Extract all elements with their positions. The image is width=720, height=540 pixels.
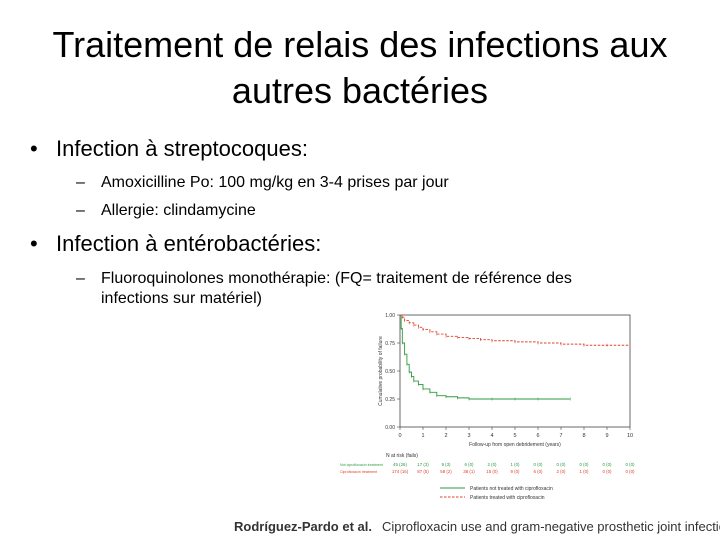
at-risk-cell: 58 (2) xyxy=(440,469,452,474)
at-risk-cell: 174 (16) xyxy=(392,469,409,474)
at-risk-cell: 0 (0) xyxy=(602,462,612,467)
x-tick-label: 10 xyxy=(627,433,633,439)
sub-bullet-text-line-1: Fluoroquinolones monothérapie: (FQ= trai… xyxy=(101,270,572,287)
x-tick-label: 2 xyxy=(444,433,447,439)
at-risk-title: N at risk (fails) xyxy=(386,453,418,459)
bullet-text: Infection à streptocoques: xyxy=(56,136,308,161)
y-tick-label: 0.25 xyxy=(385,397,395,403)
title-line-2: autres bactéries xyxy=(231,70,489,111)
sub-bullet-text-line-2: infections sur matériel) xyxy=(101,290,262,307)
at-risk-cell: 0 (0) xyxy=(602,469,612,474)
y-tick-label: 1.00 xyxy=(385,313,395,319)
y-tick-label: 0.75 xyxy=(385,341,395,347)
at-risk-cell: 2 (0) xyxy=(487,462,497,467)
x-tick-label: 3 xyxy=(467,433,470,439)
at-risk-cell: 0 (0) xyxy=(533,462,543,467)
at-risk-cell: 38 (1) xyxy=(463,469,475,474)
legend-label: Patients treated with ciprofloxacin xyxy=(470,495,545,501)
at-risk-cell: 2 (0) xyxy=(556,469,566,474)
x-tick-label: 6 xyxy=(536,433,539,439)
at-risk-cell: 1 (0) xyxy=(579,469,589,474)
x-axis-label: Follow-up from open debridement (years) xyxy=(469,442,561,448)
bullet-enterobacteria: • Infection à entérobactéries: xyxy=(30,231,321,257)
at-risk-cell: 9 (0) xyxy=(510,469,520,474)
at-risk-cell: 0 (0) xyxy=(579,462,589,467)
plot-frame xyxy=(399,314,631,428)
dash-icon: – xyxy=(76,174,85,191)
sub-bullet-text: Allergie: clindamycine xyxy=(101,202,256,219)
at-risk-cell: 0 (0) xyxy=(625,469,635,474)
at-risk-cell: 9 (3) xyxy=(441,462,451,467)
dash-icon: – xyxy=(76,270,85,287)
title-line-1: Traitement de relais des infections aux xyxy=(52,24,668,65)
at-risk-cell: 15 (0) xyxy=(486,469,498,474)
dash-icon: – xyxy=(76,202,85,219)
kaplan-meier-chart: 0.00 0.25 0.50 0.75 1.00 0 1 2 3 4 5 6 7 8 9 10 Follow-u… xyxy=(340,313,635,501)
citation-title: Ciprofloxacin use and gram-negative pros… xyxy=(381,519,720,534)
x-tick-label: 4 xyxy=(490,433,493,439)
y-tick-label: 0.50 xyxy=(385,369,395,375)
at-risk-row-label: Ciprofloxacin treatment xyxy=(340,470,377,474)
y-axis-label: Cumulative probability of failure xyxy=(378,336,384,406)
at-risk-cell: 6 (0) xyxy=(464,462,474,467)
at-risk-row-label: Not ciprofloxacin treatment xyxy=(340,463,383,467)
at-risk-cell: 0 (0) xyxy=(556,462,566,467)
legend-label: Patients not treated with ciprofloxacin xyxy=(470,486,553,492)
sub-bullet-text: Amoxicilline Po: 100 mg/kg en 3-4 prises… xyxy=(101,174,449,191)
at-risk-cell: 17 (3) xyxy=(417,462,429,467)
y-tick-label: 0.00 xyxy=(385,425,395,431)
x-tick-label: 1 xyxy=(421,433,424,439)
bullet-dot-icon: • xyxy=(30,231,38,256)
at-risk-cell: 6 (0) xyxy=(533,469,543,474)
x-tick-label: 5 xyxy=(513,433,516,439)
x-tick-label: 9 xyxy=(605,433,608,439)
sub-bullet-amoxicilline: – Amoxicilline Po: 100 mg/kg en 3-4 prise… xyxy=(76,173,676,193)
sub-bullet-fluoroquinolones: – Fluoroquinolones monothérapie: (FQ= tra… xyxy=(76,269,676,309)
bullet-text: Infection à entérobactéries: xyxy=(56,231,322,256)
slide-title: Traitement de relais des infections aux … xyxy=(20,22,700,114)
series-line-1 xyxy=(400,314,571,400)
x-tick-label: 7 xyxy=(559,433,562,439)
citation-authors: Rodríguez-Pardo et al. xyxy=(234,519,372,534)
at-risk-cell: 1 (0) xyxy=(510,462,520,467)
at-risk-cell: 87 (5) xyxy=(417,469,429,474)
bullet-streptococci: • Infection à streptocoques: xyxy=(30,136,308,162)
bullet-dot-icon: • xyxy=(30,136,38,161)
at-risk-cell: 45 (26) xyxy=(393,462,407,467)
at-risk-cell: 0 (0) xyxy=(625,462,635,467)
x-tick-label: 0 xyxy=(398,433,401,439)
citation: Rodríguez-Pardo et al. Ciprofloxacin use … xyxy=(234,519,720,534)
sub-bullet-allergie: – Allergie: clindamycine xyxy=(76,201,676,221)
x-tick-label: 8 xyxy=(582,433,585,439)
